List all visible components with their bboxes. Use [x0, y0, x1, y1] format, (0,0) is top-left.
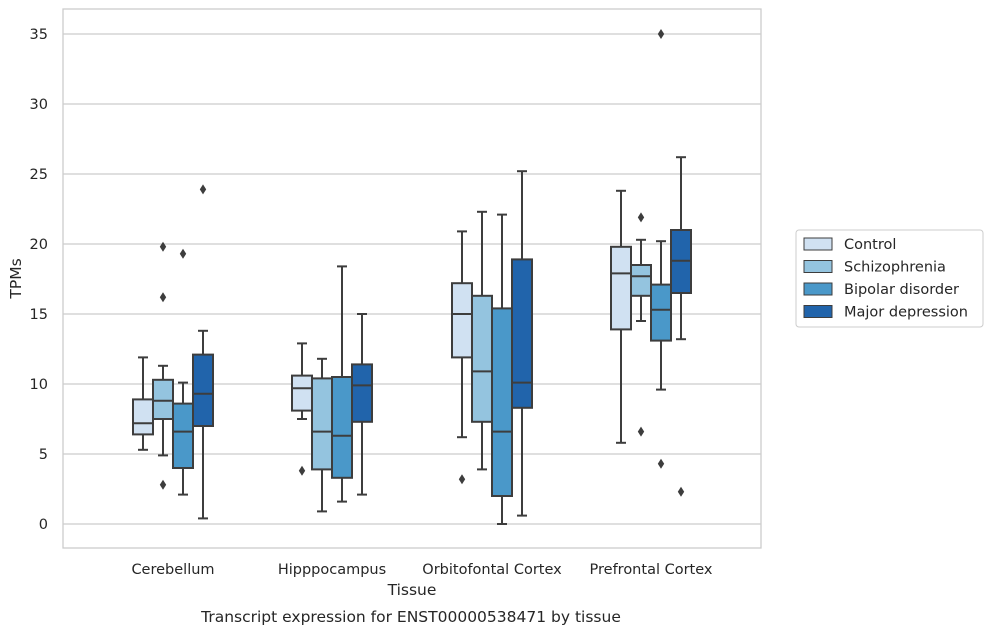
box-iqr: [630, 264, 652, 297]
box-iqr: [152, 378, 174, 420]
box-iqr: [132, 398, 154, 436]
box-major-depression: [351, 313, 373, 496]
chart-caption: Transcript expression for ENST0000053847…: [200, 608, 621, 626]
y-tick-label: 35: [30, 27, 48, 43]
x-tick-label: Cerebellum: [131, 562, 214, 578]
y-gridlines: [63, 33, 761, 525]
outlier-point: [199, 184, 207, 195]
box-iqr: [291, 374, 313, 412]
outlier-point: [637, 212, 645, 223]
x-axis-label: Tissue: [387, 581, 437, 599]
box-bipolar-disorder: [172, 248, 194, 496]
x-tick-label: Prefrontal Cortex: [590, 562, 713, 578]
legend-label: Major depression: [844, 305, 968, 321]
legend-swatch: [803, 237, 833, 251]
box-iqr: [192, 353, 214, 428]
box-iqr: [471, 294, 493, 423]
box-iqr: [451, 282, 473, 359]
outlier-point: [159, 292, 167, 303]
outlier-point: [159, 479, 167, 490]
outlier-point: [637, 426, 645, 437]
outlier-point: [159, 241, 167, 252]
box-schizophrenia: [152, 241, 174, 490]
legend: Control Schizophrenia Bipolar disorder Majo…: [795, 229, 984, 328]
legend-swatch: [803, 282, 833, 296]
box-control: [291, 342, 313, 476]
box-iqr: [650, 283, 672, 342]
y-tick-label: 10: [30, 377, 48, 393]
outlier-point: [179, 248, 187, 259]
y-tick-label: 0: [39, 517, 48, 533]
box-major-depression: [192, 184, 214, 520]
y-tick-label: 30: [30, 97, 48, 113]
outlier-point: [298, 465, 306, 476]
plot-area-frame: [62, 8, 762, 549]
box-control: [132, 356, 154, 451]
outlier-point: [458, 474, 466, 485]
box-major-depression: [670, 156, 692, 497]
legend-label: Bipolar disorder: [844, 282, 959, 298]
legend-label: Schizophrenia: [844, 260, 946, 276]
box-control: [610, 189, 632, 444]
legend-frame: [795, 229, 984, 328]
x-tick-labels: Cerebellum Hipppocampus Orbitofontal Corte…: [131, 562, 712, 578]
box-groups: [132, 29, 692, 525]
y-tick-label: 15: [30, 307, 48, 323]
box-major-depression: [511, 170, 533, 517]
box-iqr: [172, 402, 194, 470]
outlier-point: [657, 29, 665, 39]
outlier-point: [677, 486, 685, 497]
box-iqr: [351, 363, 373, 423]
box-iqr: [511, 258, 533, 409]
legend-swatch: [803, 305, 833, 318]
box-iqr: [331, 376, 353, 479]
outlier-point: [657, 458, 665, 469]
box-iqr: [491, 307, 513, 497]
box-iqr: [311, 377, 333, 471]
y-axis-label: TPMs: [7, 258, 25, 299]
box-control: [451, 230, 473, 485]
y-tick-label: 25: [30, 167, 48, 183]
box-bipolar-disorder: [650, 29, 672, 469]
y-tick-labels: 0 5 10 15 20 25 30 35: [30, 27, 48, 533]
legend-swatch: [803, 260, 833, 273]
x-tick-label: Orbitofontal Cortex: [422, 562, 562, 578]
y-tick-label: 20: [30, 237, 48, 253]
box-bipolar-disorder: [491, 213, 513, 525]
x-tick-label: Hipppocampus: [278, 562, 386, 578]
y-tick-label: 5: [39, 447, 48, 463]
box-bipolar-disorder: [331, 265, 353, 503]
box-schizophrenia: [311, 357, 333, 513]
box-schizophrenia: [630, 212, 652, 437]
legend-label: Control: [844, 237, 896, 253]
box-schizophrenia: [471, 210, 493, 471]
box-iqr: [610, 245, 632, 331]
